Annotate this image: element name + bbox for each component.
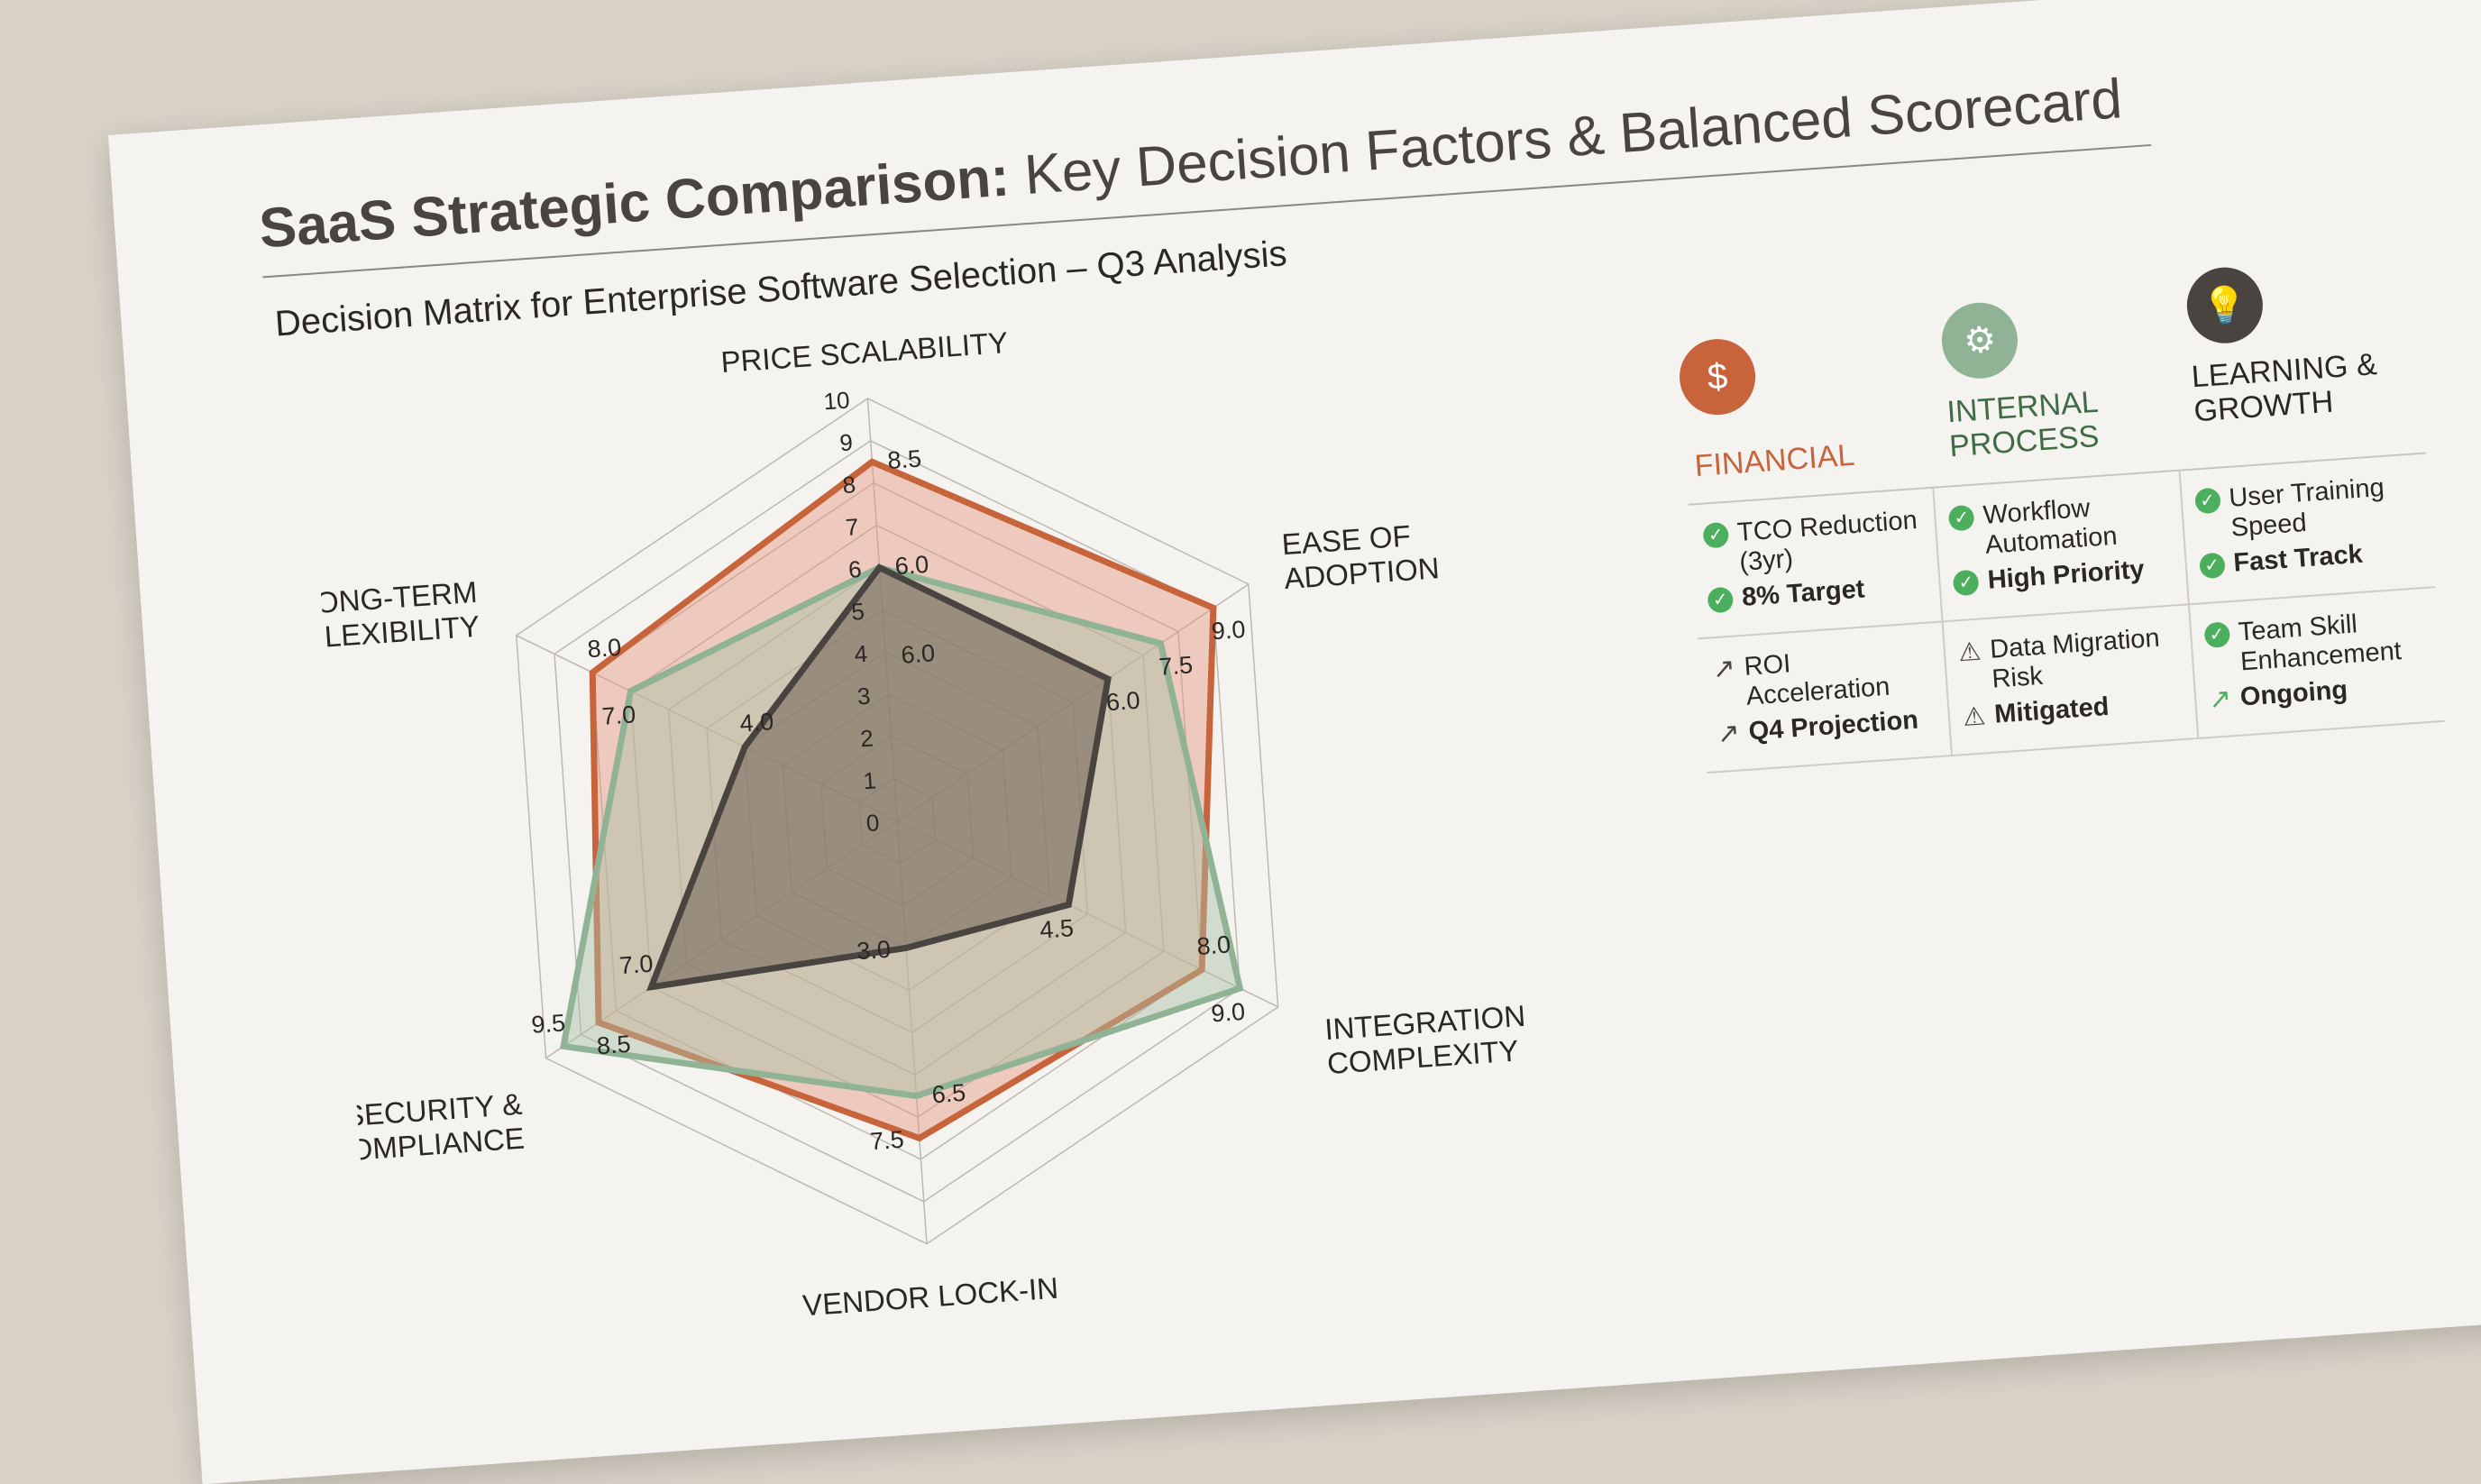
data-label: 6.0: [901, 639, 937, 669]
tick-label: 1: [862, 766, 877, 794]
series-2-polygon: [645, 563, 1112, 992]
tick-label: 4: [854, 640, 869, 668]
balanced-scorecard: $ FINANCIAL ⚙ INTERNAL PROCESS 💡 LEARNIN…: [1676, 264, 2445, 774]
warning-icon: ⚠: [1962, 701, 1987, 732]
data-label: 6.0: [1105, 687, 1141, 717]
check-icon: ✓: [2198, 552, 2226, 580]
scorecard-cell: ✓ User Training Speed ✓ Fast Track: [2180, 453, 2436, 606]
scorecard-cell: ✓ Team Skill Enhancement ↗ Ongoing: [2189, 588, 2445, 739]
data-label: 4.5: [1039, 914, 1075, 944]
data-label: 6.5: [931, 1079, 967, 1109]
scorecard-grid: ✓ TCO Reduction (3yr) ✓ 8% Target ✓ Workflo…: [1688, 452, 2445, 774]
data-label: 8.5: [886, 444, 922, 474]
axis-label: PRICE SCALABILITY: [719, 325, 1009, 379]
data-label: 8.0: [1196, 930, 1232, 960]
scorecard-cell: ✓ TCO Reduction (3yr) ✓ 8% Target: [1688, 488, 1944, 640]
tick-label: 5: [850, 598, 865, 626]
header-internal-process: ⚙ INTERNAL PROCESS: [1921, 289, 2180, 487]
data-label: 9.0: [1211, 616, 1247, 646]
scorecard-cell: ✓ Workflow Automation ✓ High Priority: [1934, 471, 2190, 623]
lightbulb-icon: 💡: [2183, 264, 2266, 346]
trend-arrow-icon: ↗: [2207, 683, 2233, 715]
axis-label: VENDOR LOCK-IN: [801, 1271, 1059, 1323]
header-financial: $ FINANCIAL: [1676, 307, 1935, 504]
check-icon: ✓: [1707, 586, 1735, 614]
gear-icon: ⚙: [1939, 299, 2021, 381]
data-label: 7.0: [601, 701, 637, 730]
data-label: 4.0: [739, 708, 775, 737]
radar-chart: 0 1 2 3 4 5 6 7 8 9 10 8.5 6.0 6.0 9.0 7.5 6.0 9.0 8.0 4.5 7…: [305, 325, 1527, 1323]
tick-label: 2: [859, 724, 874, 752]
check-icon: ✓: [2193, 487, 2221, 515]
data-label: 7.0: [618, 950, 655, 980]
trend-arrow-icon: ↗: [1716, 718, 1741, 750]
data-label: 6.0: [894, 551, 930, 581]
data-label: 9.5: [530, 1009, 566, 1039]
tick-label: 7: [845, 513, 860, 541]
check-icon: ✓: [1948, 504, 1975, 532]
check-icon: ✓: [1953, 569, 1980, 597]
header-learning-growth: 💡 LEARNING & GROWTH: [2167, 264, 2426, 470]
data-label: 3.0: [856, 936, 892, 966]
check-icon: ✓: [2203, 621, 2230, 649]
scorecard-card: SaaS Strategic Comparison: Key Decision …: [108, 0, 2481, 1484]
data-label: 7.5: [1158, 651, 1194, 681]
axis-label: COMPLIANCE: [327, 1122, 526, 1168]
tick-label: 8: [842, 471, 857, 499]
data-label: 8.5: [596, 1031, 632, 1060]
data-label: 8.0: [587, 634, 623, 664]
tick-label: 0: [865, 809, 881, 837]
coins-dollar-icon: $: [1677, 336, 1758, 417]
data-label: 7.5: [869, 1126, 905, 1156]
warning-icon: ⚠: [1957, 637, 1982, 667]
scorecard-cell: ⚠ Data Migration Risk ⚠ Mitigated: [1943, 605, 2200, 756]
trend-arrow-icon: ↗: [1711, 653, 1736, 685]
tick-label: 9: [838, 428, 854, 456]
tick-label: 3: [856, 682, 872, 710]
tick-label: 10: [823, 386, 851, 415]
page-title: SaaS Strategic Comparison: Key Decision …: [257, 68, 2124, 261]
check-icon: ✓: [1702, 521, 1730, 549]
scorecard-cell: ↗ ROI Acceleration ↗ Q4 Projection: [1698, 622, 1954, 774]
data-label: 9.0: [1210, 998, 1246, 1028]
tick-label: 6: [847, 555, 863, 583]
